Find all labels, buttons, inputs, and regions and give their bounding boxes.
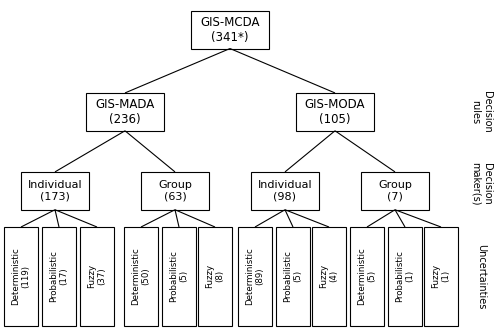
Text: Individual
(173): Individual (173) <box>28 180 82 202</box>
Text: Decision
maker(s): Decision maker(s) <box>470 163 492 206</box>
Text: GIS-MODA
(105): GIS-MODA (105) <box>305 98 365 126</box>
Text: Uncertainties: Uncertainties <box>476 244 486 309</box>
Text: Probabilistic
(1): Probabilistic (1) <box>396 250 414 302</box>
FancyBboxPatch shape <box>191 11 269 48</box>
Text: GIS-MCDA
(341*): GIS-MCDA (341*) <box>200 15 260 44</box>
Text: Deterministic
(89): Deterministic (89) <box>246 247 264 305</box>
FancyBboxPatch shape <box>162 227 196 326</box>
Text: Probabilistic
(17): Probabilistic (17) <box>50 250 68 302</box>
FancyBboxPatch shape <box>276 227 310 326</box>
Text: Fuzzy
(4): Fuzzy (4) <box>320 264 338 289</box>
Text: Deterministic
(50): Deterministic (50) <box>132 247 150 305</box>
Text: Probabilistic
(5): Probabilistic (5) <box>284 250 302 302</box>
FancyBboxPatch shape <box>312 227 346 326</box>
FancyBboxPatch shape <box>238 227 272 326</box>
Text: GIS-MADA
(236): GIS-MADA (236) <box>96 98 154 126</box>
FancyBboxPatch shape <box>296 93 374 131</box>
Text: Group
(63): Group (63) <box>158 180 192 202</box>
FancyBboxPatch shape <box>350 227 384 326</box>
FancyBboxPatch shape <box>80 227 114 326</box>
FancyBboxPatch shape <box>21 172 89 210</box>
Text: Fuzzy
(1): Fuzzy (1) <box>432 264 450 289</box>
FancyBboxPatch shape <box>361 172 429 210</box>
Text: Group
(7): Group (7) <box>378 180 412 202</box>
FancyBboxPatch shape <box>198 227 232 326</box>
FancyBboxPatch shape <box>4 227 38 326</box>
Text: Decision
rules: Decision rules <box>470 91 492 133</box>
FancyBboxPatch shape <box>251 172 319 210</box>
FancyBboxPatch shape <box>86 93 164 131</box>
Text: Deterministic
(119): Deterministic (119) <box>12 247 30 305</box>
FancyBboxPatch shape <box>424 227 458 326</box>
Text: Individual
(98): Individual (98) <box>258 180 312 202</box>
FancyBboxPatch shape <box>388 227 422 326</box>
Text: Deterministic
(5): Deterministic (5) <box>358 247 376 305</box>
Text: Probabilistic
(5): Probabilistic (5) <box>170 250 188 302</box>
Text: Fuzzy
(37): Fuzzy (37) <box>88 264 106 289</box>
FancyBboxPatch shape <box>142 172 209 210</box>
FancyBboxPatch shape <box>124 227 158 326</box>
FancyBboxPatch shape <box>42 227 76 326</box>
Text: Fuzzy
(8): Fuzzy (8) <box>206 264 225 289</box>
